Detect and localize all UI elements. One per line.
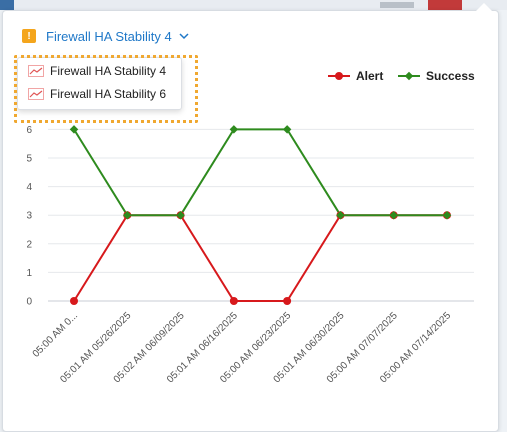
background-strip <box>0 0 507 10</box>
series-line-success <box>73 128 447 217</box>
series-line-alert <box>73 214 447 302</box>
chart-selector-label: Firewall HA Stability 4 <box>46 28 172 44</box>
y-tick-label: 3 <box>26 211 32 222</box>
data-point-success <box>176 210 185 220</box>
dropdown-item-label: Firewall HA Stability 4 <box>50 64 167 78</box>
chart-dropdown-menu: Firewall HA Stability 4 Firewall HA Stab… <box>17 57 182 110</box>
data-point-success <box>389 210 398 220</box>
legend-label: Success <box>426 69 475 83</box>
popover-caret <box>476 3 492 11</box>
legend-marker-alert <box>328 72 350 80</box>
dropdown-item-stability-6[interactable]: Firewall HA Stability 6 <box>28 85 166 103</box>
y-tick-label: 5 <box>26 154 32 165</box>
data-point-alert <box>70 297 78 305</box>
warning-icon: ! <box>22 29 36 43</box>
data-point-success <box>442 210 452 220</box>
legend-label: Alert <box>356 69 384 83</box>
dropdown-item-label: Firewall HA Stability 6 <box>50 87 167 101</box>
y-tick-label: 0 <box>26 297 32 308</box>
legend-item-alert[interactable]: Alert <box>328 68 383 84</box>
data-point-success <box>69 125 79 134</box>
y-tick-label: 2 <box>26 239 32 250</box>
dropdown-item-stability-4[interactable]: Firewall HA Stability 4 <box>28 62 166 80</box>
data-point-alert <box>283 297 292 305</box>
data-point-alert <box>229 297 238 305</box>
legend-marker-success <box>398 71 420 81</box>
x-tick-label: 05:00 AM 0... <box>31 310 80 359</box>
data-point-success <box>229 125 239 134</box>
background-button <box>428 0 462 10</box>
chevron-down-icon <box>179 33 189 40</box>
y-tick-label: 1 <box>26 268 32 279</box>
background-control <box>380 2 414 8</box>
line-chart-icon <box>28 88 44 100</box>
data-point-success <box>123 210 132 220</box>
background-tab <box>0 0 14 10</box>
y-tick-label: 6 <box>26 125 32 136</box>
data-point-success <box>336 210 345 220</box>
legend-item-success[interactable]: Success <box>398 68 475 84</box>
line-chart-icon <box>28 65 44 77</box>
y-tick-label: 4 <box>26 182 32 193</box>
chart-selector[interactable]: ! Firewall HA Stability 4 <box>22 28 190 44</box>
